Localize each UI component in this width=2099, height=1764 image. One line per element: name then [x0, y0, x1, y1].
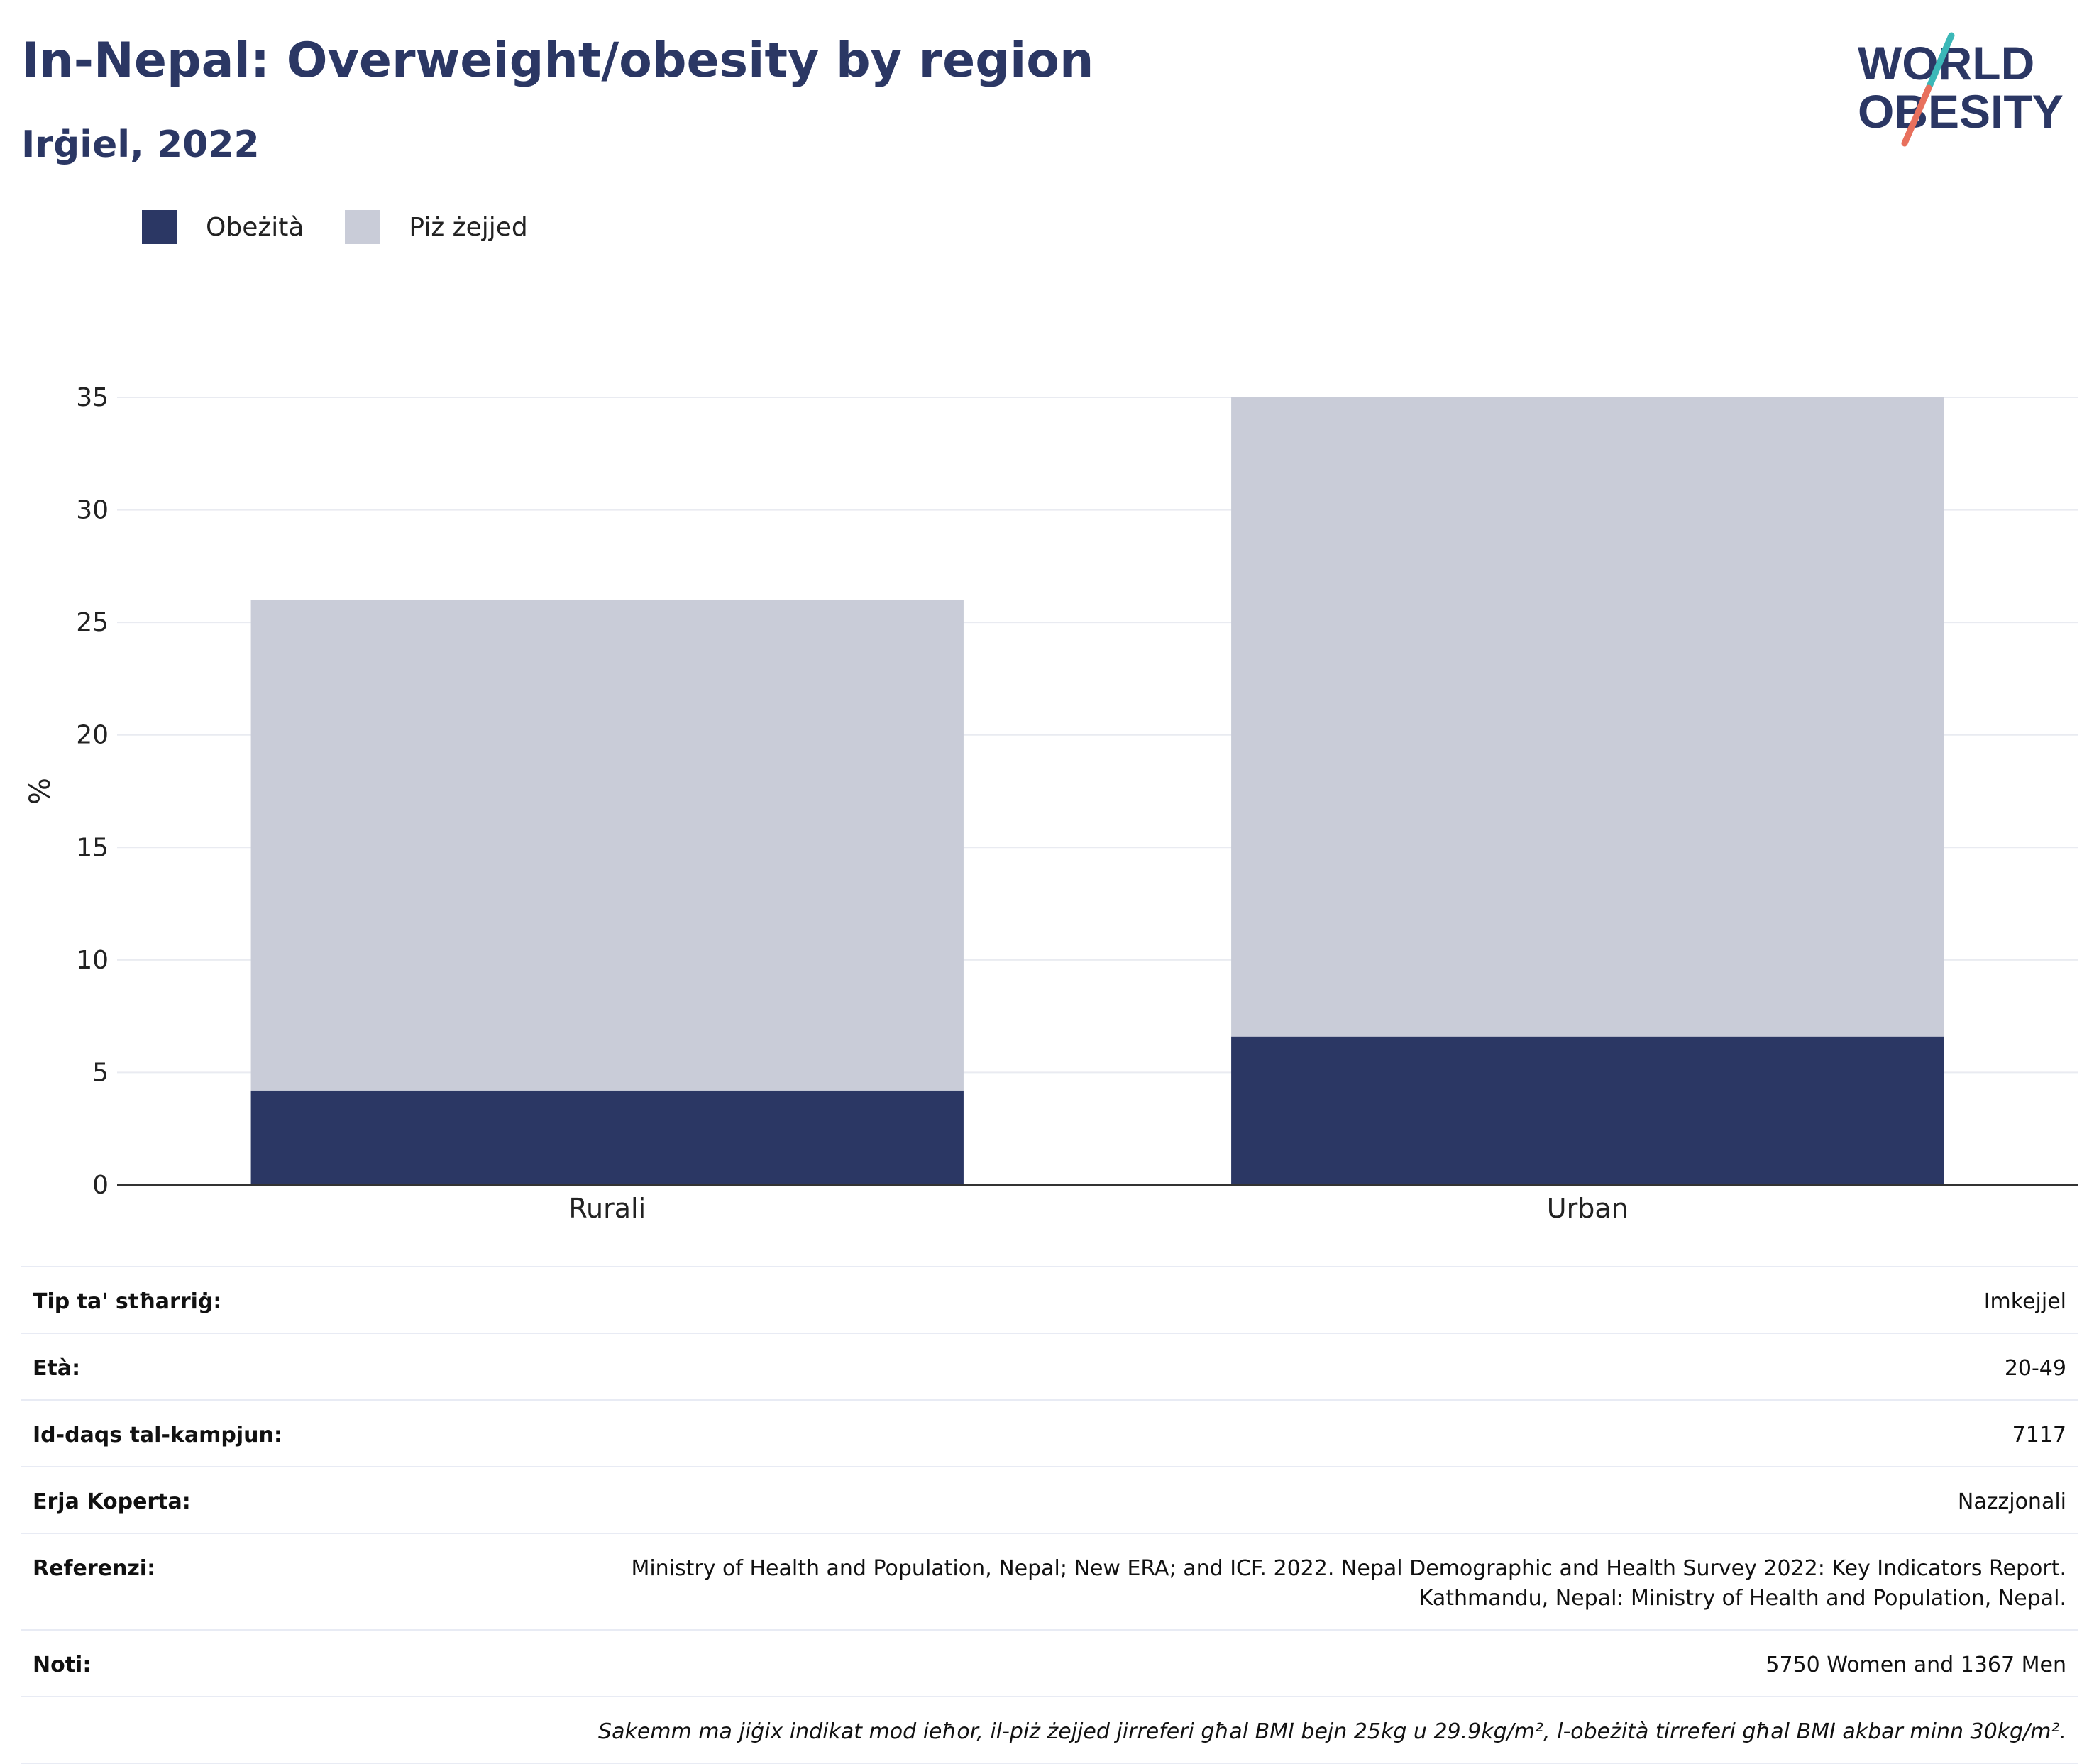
y-tick-label: 35 [76, 383, 109, 412]
references-label: Referenzi: [33, 1556, 156, 1581]
age-value: 20-49 [2004, 1356, 2066, 1381]
legend-label-obesity: Obeżità [206, 212, 304, 242]
y-tick-label: 30 [76, 496, 109, 525]
table-row: Noti: 5750 Women and 1367 Men [21, 1631, 2078, 1697]
table-row: Id-daqs tal-kampjun: 7117 [21, 1401, 2078, 1467]
world-obesity-logo: WORLD OBESITY [1858, 32, 2064, 147]
table-row: Referenzi: Ministry of Health and Popula… [21, 1534, 2078, 1631]
chart-subtitle: Irġiel, 2022 [21, 123, 260, 166]
bar-urban-overweight[interactable] [1231, 397, 1944, 1037]
area-covered-value: Nazzjonali [1957, 1489, 2066, 1514]
legend-swatch-obesity [142, 210, 177, 244]
y-axis-label: % [24, 778, 57, 805]
bar-rurali-obesity[interactable] [250, 1090, 964, 1185]
table-row: Tip ta' stħarriġ: Imkejjel [21, 1267, 2078, 1334]
logo-text-obesity: OBESITY [1858, 85, 2064, 138]
legend-label-overweight: Piż żejjed [409, 212, 528, 242]
x-tick-label: Rurali [568, 1193, 646, 1224]
legend-item-overweight[interactable]: Piż żejjed [345, 210, 528, 244]
legend-item-obesity[interactable]: Obeżità [142, 210, 304, 244]
table-row: Erja Koperta: Nazzjonali [21, 1467, 2078, 1534]
y-tick-label: 20 [76, 721, 109, 750]
logo-slash-teal [1925, 32, 1955, 92]
notes-label: Noti: [33, 1653, 92, 1677]
survey-type-label: Tip ta' stħarriġ: [33, 1289, 222, 1314]
chart-title: In-Nepal: Overweight/obesity by region [21, 33, 1094, 89]
reference-line-1: Ministry of Health and Population, Nepal… [631, 1556, 2066, 1581]
y-tick-label: 25 [76, 608, 109, 637]
sample-size-label: Id-daqs tal-kampjun: [33, 1423, 282, 1448]
age-label: Età: [33, 1356, 81, 1381]
survey-type-value: Imkejjel [1983, 1289, 2066, 1314]
x-tick-label: Urban [1547, 1193, 1629, 1224]
bmi-footnote: Sakemm ma jiġix indikat mod ieħor, il-pi… [598, 1719, 2066, 1744]
metadata-table: Tip ta' stħarriġ: Imkejjel Età: 20-49 Id… [21, 1266, 2078, 1764]
sample-size-value: 7117 [2012, 1423, 2066, 1448]
logo-slash-coral [1901, 84, 1932, 147]
references-value: Ministry of Health and Population, Nepal… [631, 1554, 2066, 1614]
reference-line-2: Kathmandu, Nepal: Ministry of Health and… [1418, 1586, 2066, 1611]
bar-rurali-overweight[interactable] [250, 600, 964, 1091]
bar-urban-obesity[interactable] [1231, 1036, 1944, 1185]
y-tick-label: 0 [92, 1171, 109, 1200]
table-row: Sakemm ma jiġix indikat mod ieħor, il-pi… [21, 1697, 2078, 1764]
area-covered-label: Erja Koperta: [33, 1489, 191, 1514]
legend: Obeżità Piż żejjed [142, 210, 569, 244]
y-tick-labels: 0 5 10 15 20 25 30 35 [76, 383, 109, 1200]
bar-chart: 0 5 10 15 20 25 30 35 Rurali Urban % [24, 383, 2078, 1224]
notes-value: 5750 Women and 1367 Men [1765, 1653, 2066, 1677]
y-tick-label: 10 [76, 946, 109, 975]
y-tick-label: 15 [76, 833, 109, 862]
bars [250, 397, 1944, 1185]
table-row: Età: 20-49 [21, 1334, 2078, 1401]
legend-swatch-overweight [345, 210, 381, 244]
x-tick-labels: Rurali Urban [568, 1193, 1628, 1224]
y-tick-label: 5 [92, 1058, 109, 1087]
